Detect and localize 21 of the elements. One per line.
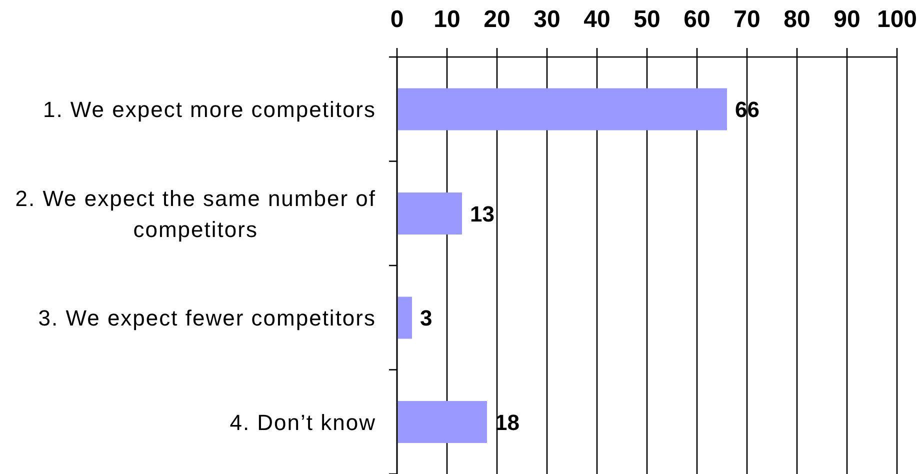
bar (397, 88, 727, 130)
bar (397, 192, 462, 235)
x-tick-label: 20 (484, 6, 510, 33)
x-tick-label: 100 (876, 6, 918, 33)
x-tick-label: 0 (390, 6, 404, 33)
x-tick-label: 40 (584, 6, 610, 33)
x-tick-label: 10 (434, 6, 460, 33)
bar (397, 296, 412, 339)
x-tick-label: 50 (634, 6, 660, 33)
y-tick-label: 2. We expect the same number of competitors (15, 186, 376, 242)
x-tick-label: 60 (684, 6, 710, 33)
bar (397, 401, 487, 444)
data-label: 13 (470, 201, 494, 226)
x-tick-label: 70 (734, 6, 760, 33)
x-tick-label: 80 (784, 6, 810, 33)
data-label: 3 (420, 306, 432, 331)
y-tick-label: 4. Don’t know (230, 410, 376, 435)
x-tick-label: 90 (834, 6, 860, 33)
x-tick-label: 30 (534, 6, 560, 33)
y-tick-label: 1. We expect more competitors (42, 97, 376, 122)
y-tick-label: 3. We expect fewer competitors (38, 306, 376, 330)
